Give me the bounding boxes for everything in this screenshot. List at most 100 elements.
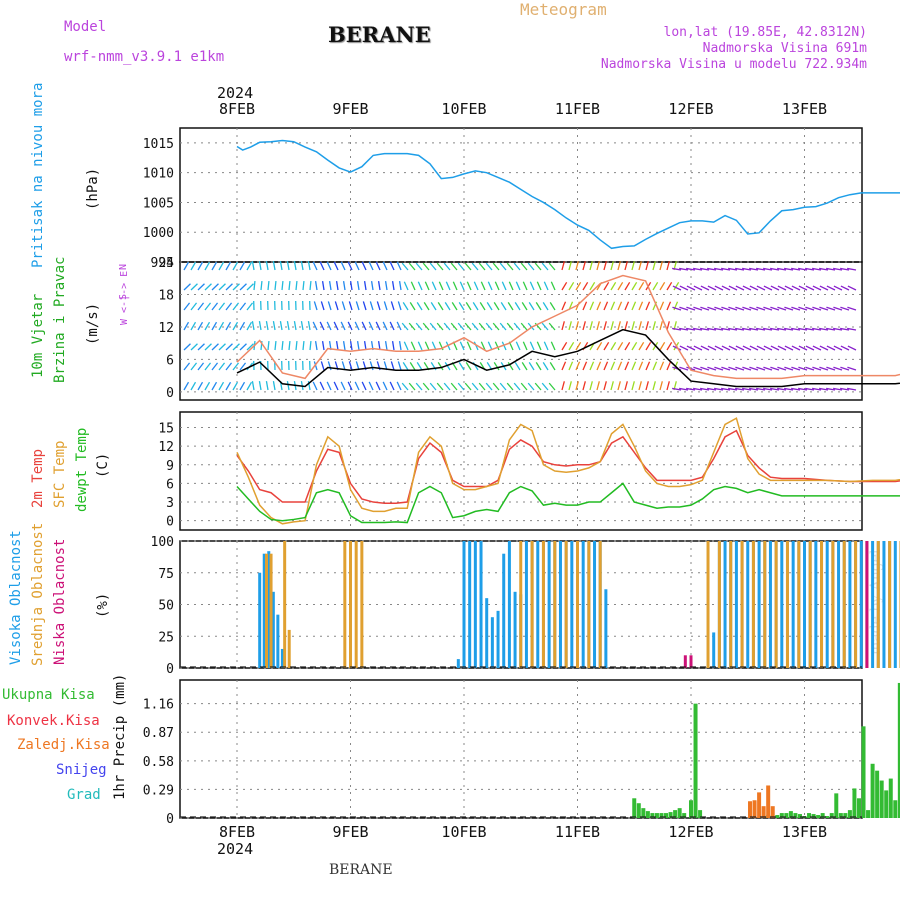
wind-arrow [494,281,500,291]
wind-arrow [575,281,582,291]
x-tick-top: 10FEB [441,100,486,118]
wind-arrow [327,361,332,371]
wind-arrow [384,281,388,291]
wind-arrow [520,262,528,271]
bar-total_precip [866,810,871,818]
bar-high_cloud [848,541,852,668]
wind-arrow [402,302,409,311]
wind-arrow [714,285,724,291]
wind-arrow [763,285,773,291]
wind-arrow [429,322,437,331]
wind-arrow [561,341,568,351]
wind-arrow [401,322,409,331]
wind-arrow [798,387,808,391]
wind-arrow [812,285,822,291]
precip-ylabel: 1hr Precip (mm) [112,674,128,800]
wind-arrow [443,262,451,271]
legend-total-precip: Ukupna Kisa [2,687,95,703]
wind-arrow [326,381,332,391]
y-tick-label: 0.29 [143,783,174,798]
wind-arrow [672,267,682,271]
wind-arrow [312,381,318,391]
wind-arrow [672,285,682,291]
wind-arrow [458,302,465,311]
wind-arrow [409,302,416,311]
wind-arrow [534,262,542,271]
wind-arrow [735,345,745,351]
wind-arrow [756,345,766,351]
bar-high_cloud [271,591,275,668]
wind-arrow [211,321,218,331]
cloud-ylabel-low: Niska Oblacnost [52,539,68,665]
wind-arrow [335,341,339,351]
wind-arrow [429,262,437,271]
wind-arrow [458,362,465,371]
bar-high_cloud [262,553,266,668]
wind-arrow [424,341,430,351]
bar-mid_cloud [797,541,801,668]
wind-arrow [362,301,367,311]
wind-arrow [624,341,631,351]
wind-arrow [589,321,593,331]
wind-arrow [499,382,507,391]
wind-arrow [679,267,689,271]
wind-arrow [840,285,850,291]
wind-arrow [326,261,332,271]
wind-arrow [382,261,388,271]
bar-mid_cloud [808,541,812,668]
wind-arrow [666,301,672,311]
bar-mid_cloud [587,541,591,668]
bar-total_precip [838,813,843,818]
wind-arrow [568,341,575,351]
temp-ylabel-sfc: SFC Temp [52,441,68,508]
wind-arrow [302,280,305,291]
wind-arrow [847,366,857,371]
wind-arrow [347,381,353,391]
bar-high_cloud [502,553,506,668]
wind-arrow [596,341,603,351]
wind-arrow [422,322,430,331]
wind-arrow [536,341,542,351]
wind-arrow [492,382,500,391]
wind-arrow [700,306,710,311]
bar-grid_precip [752,800,757,818]
wind-arrow [617,361,623,371]
wind-arrow [197,362,205,371]
wind-arrow [542,302,549,311]
wind-arrow [582,321,586,331]
wind-arrow [575,341,582,351]
wind-arrow [401,262,409,271]
wind-arrow [631,281,638,291]
wind-arrow [410,281,416,291]
wind-arrow [302,340,305,351]
y-tick-label: 12 [158,440,174,455]
bar-mid_cloud [751,541,755,668]
elevation-label: Nadmorska Visina 691m [702,41,867,56]
wind-arrow [368,321,374,331]
bar-total_precip [834,793,839,818]
wind-arrow [568,381,572,391]
wind-arrow [784,267,794,271]
wind-arrow [340,381,346,391]
wind-arrow [652,361,658,371]
wind-arrow [211,302,219,311]
wind-arrow [749,285,759,291]
wind-arrow [246,302,254,311]
wind-arrow [589,381,593,391]
bar-high_cloud [473,541,477,668]
wind-arrow [847,345,857,351]
wind-arrow [369,361,374,371]
wind-arrow [721,387,731,391]
bar-grid_precip [757,792,762,818]
wind-arrow [506,262,514,271]
wind-arrow [624,261,628,271]
wind-arrow [232,283,240,291]
bar-mid_cloud [706,541,710,668]
wind-arrow [624,381,628,391]
wind-arrow [812,345,822,351]
bar-total_precip [843,813,848,818]
wind-arrow [812,267,822,271]
wind-arrow [265,381,269,391]
wind-arrow [348,361,353,371]
legend-freezing-rain: Zaledj.Kisa [17,737,110,753]
